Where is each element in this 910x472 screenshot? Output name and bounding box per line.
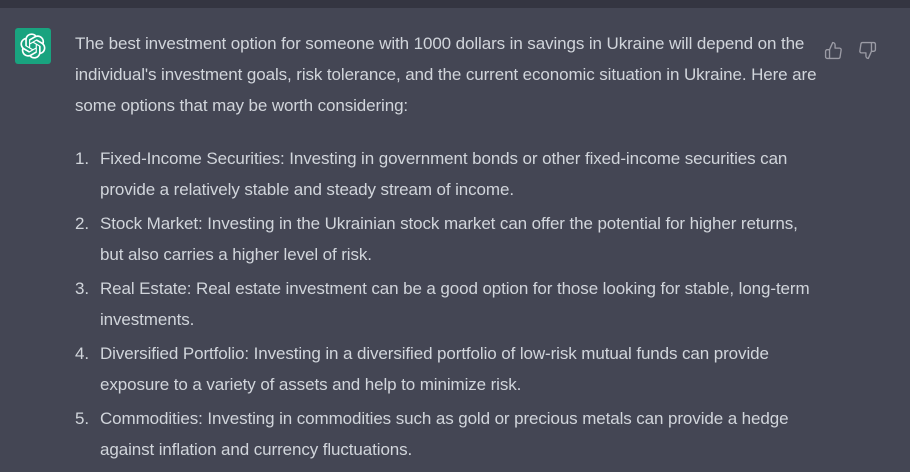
assistant-message: The best investment option for someone w…: [0, 8, 910, 472]
list-item-number: 1.: [75, 149, 89, 168]
message-content: The best investment option for someone w…: [75, 28, 820, 468]
list-item: 2. Stock Market: Investing in the Ukrain…: [75, 208, 820, 270]
list-item: 3. Real Estate: Real estate investment c…: [75, 273, 820, 335]
list-item: 1. Fixed-Income Securities: Investing in…: [75, 143, 820, 205]
list-item: 5. Commodities: Investing in commodities…: [75, 403, 820, 465]
list-item-text: Real Estate: Real estate investment can …: [100, 279, 810, 329]
list-item-text: Stock Market: Investing in the Ukrainian…: [100, 214, 798, 264]
list-item: 4. Diversified Portfolio: Investing in a…: [75, 338, 820, 400]
list-item-number: 5.: [75, 409, 89, 428]
thumbs-up-icon: [824, 41, 842, 60]
assistant-avatar: [15, 28, 51, 64]
list-item-number: 4.: [75, 344, 89, 363]
thumbs-up-button[interactable]: [824, 41, 843, 60]
thumbs-down-icon: [859, 41, 877, 60]
openai-logo-icon: [20, 33, 46, 59]
list-item-text: Commodities: Investing in commodities su…: [100, 409, 789, 459]
options-list: 1. Fixed-Income Securities: Investing in…: [75, 143, 820, 465]
list-item-text: Fixed-Income Securities: Investing in go…: [100, 149, 788, 199]
message-paragraph: The best investment option for someone w…: [75, 34, 817, 115]
list-item-number: 2.: [75, 214, 89, 233]
message-actions: [824, 41, 877, 60]
list-item-number: 3.: [75, 279, 89, 298]
previous-message-edge: [0, 0, 910, 8]
thumbs-down-button[interactable]: [858, 41, 877, 60]
list-item-text: Diversified Portfolio: Investing in a di…: [100, 344, 769, 394]
